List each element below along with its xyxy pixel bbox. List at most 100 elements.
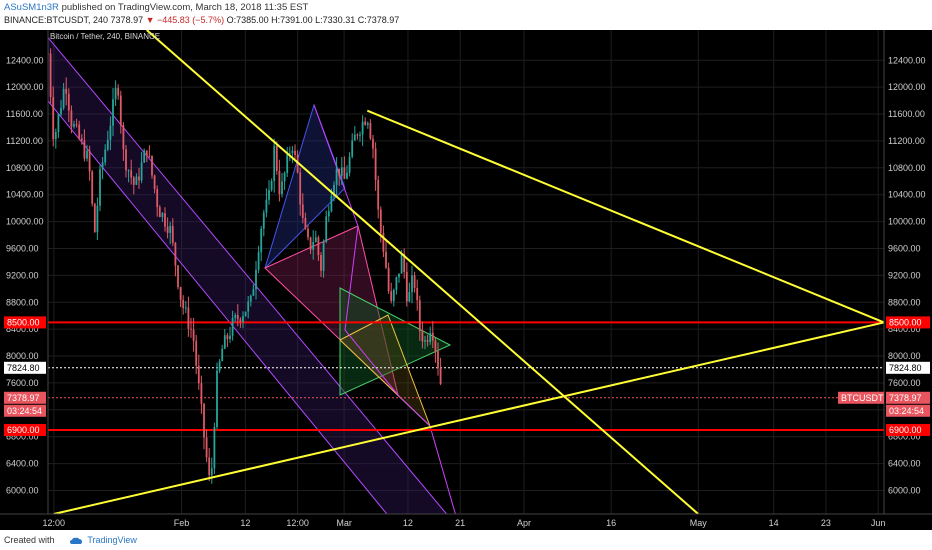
trendline [53, 321, 885, 515]
y-tick-label-right: 10400.00 [888, 190, 926, 200]
candle-body [273, 145, 276, 181]
candle-body [57, 114, 60, 133]
candle-body [353, 134, 356, 141]
candle-body [314, 237, 317, 243]
candle-body [307, 228, 309, 238]
candle-body [330, 196, 333, 212]
candle-body [73, 124, 75, 127]
candle-body [135, 176, 138, 185]
candle-body [268, 190, 270, 200]
y-tick-label-left: 11600.00 [6, 109, 43, 119]
price-tag-left-bg [4, 361, 46, 374]
candle-body [182, 299, 185, 309]
x-tick-label: 23 [821, 518, 831, 528]
candle-body [294, 150, 296, 155]
y-tick-label-right: 7600.00 [888, 378, 921, 388]
candle-body [83, 140, 86, 159]
candle-body [424, 340, 426, 342]
candle-body [153, 175, 156, 190]
x-tick-label: Feb [174, 518, 190, 528]
price-tag-right: 7378.97 [889, 393, 922, 403]
candle-body [122, 125, 125, 150]
x-tick-label: 14 [769, 518, 779, 528]
price-tag-left: 8500.00 [7, 317, 40, 327]
chart-background [0, 30, 932, 530]
candle-body [372, 138, 374, 149]
candle-body [275, 145, 278, 171]
candle-body [86, 150, 88, 159]
candle-body [203, 403, 205, 438]
y-tick-label-right: 11200.00 [888, 136, 925, 146]
candle-body [112, 99, 114, 126]
candle-body [356, 134, 359, 136]
candle-body [226, 335, 229, 340]
candle-body [286, 154, 289, 173]
y-tick-label-right: 11600.00 [888, 109, 925, 119]
candle-body [281, 181, 283, 194]
candle-body [270, 180, 273, 191]
candle-body [205, 437, 208, 458]
candle-body [195, 340, 198, 366]
candle-body [190, 328, 192, 330]
y-tick-label-left: 11200.00 [6, 136, 43, 146]
candle-body [49, 53, 52, 98]
candle-body [164, 213, 166, 227]
x-tick-label: 12 [403, 518, 413, 528]
countdown-tag-left-bg [4, 404, 46, 417]
candle-body [216, 370, 218, 428]
y-tick-label-right: 6400.00 [888, 459, 921, 469]
chart-area[interactable]: 6000.00 6000.00 6400.00 6400.00 6800.00 6800.… [0, 27, 932, 531]
candle-body [431, 332, 434, 341]
candle-body [210, 468, 213, 476]
candle-body [242, 316, 244, 323]
candle-body [197, 365, 200, 384]
y-tick-label-left: 12000.00 [6, 82, 44, 92]
price-tag-left: 7378.97 [7, 393, 40, 403]
y-tick-label-left: 9200.00 [6, 270, 39, 280]
y-tick-label-right: 9200.00 [888, 270, 921, 280]
candle-body [325, 216, 328, 243]
candle-body [348, 156, 351, 173]
candle-body [359, 134, 361, 136]
candle-body [377, 180, 380, 210]
trendline [146, 29, 699, 515]
price-tag-right: 8500.00 [889, 317, 922, 327]
price-tag-left-bg [4, 316, 46, 329]
tradingview-link[interactable]: TradingView [70, 535, 137, 545]
x-tick-label: Mar [336, 518, 352, 528]
y-tick-label-left: 10000.00 [6, 217, 44, 227]
candle-body [156, 189, 159, 208]
candle-body [223, 335, 226, 349]
candle-body [239, 319, 242, 323]
y-tick-label-left: 9600.00 [6, 243, 39, 253]
candle-body [262, 212, 265, 229]
candle-body [138, 176, 140, 181]
candle-body [374, 148, 377, 181]
countdown-tag-right-bg [886, 404, 930, 417]
candle-body [109, 125, 112, 140]
y-tick-label-right: 10800.00 [888, 163, 926, 173]
candle-body [429, 332, 432, 342]
candle-body [117, 88, 120, 96]
x-tick-label: May [690, 518, 708, 528]
y-tick-label-left: 12400.00 [6, 55, 44, 65]
candle-body [379, 209, 382, 234]
candle-body [312, 242, 315, 250]
candle-body [403, 253, 406, 272]
price-tag-right-bg [886, 361, 930, 374]
time-axis[interactable] [0, 514, 932, 530]
price-tag-left: 7824.80 [7, 363, 40, 373]
candle-body [151, 155, 153, 176]
pattern-green-triangle [339, 287, 452, 396]
trendlines [53, 29, 885, 515]
price-chart[interactable]: 6000.00 6000.00 6400.00 6400.00 6800.00 6800.… [0, 27, 932, 531]
candle-body [346, 172, 348, 179]
author-link[interactable]: ASuSM1n3R [4, 2, 59, 13]
purple-path [313, 104, 461, 531]
x-tick-label: 16 [606, 518, 616, 528]
candle-body [140, 162, 143, 181]
candle-body [125, 149, 127, 171]
candle-body [392, 289, 395, 301]
candle-body [322, 242, 325, 271]
candle-body [169, 225, 172, 233]
